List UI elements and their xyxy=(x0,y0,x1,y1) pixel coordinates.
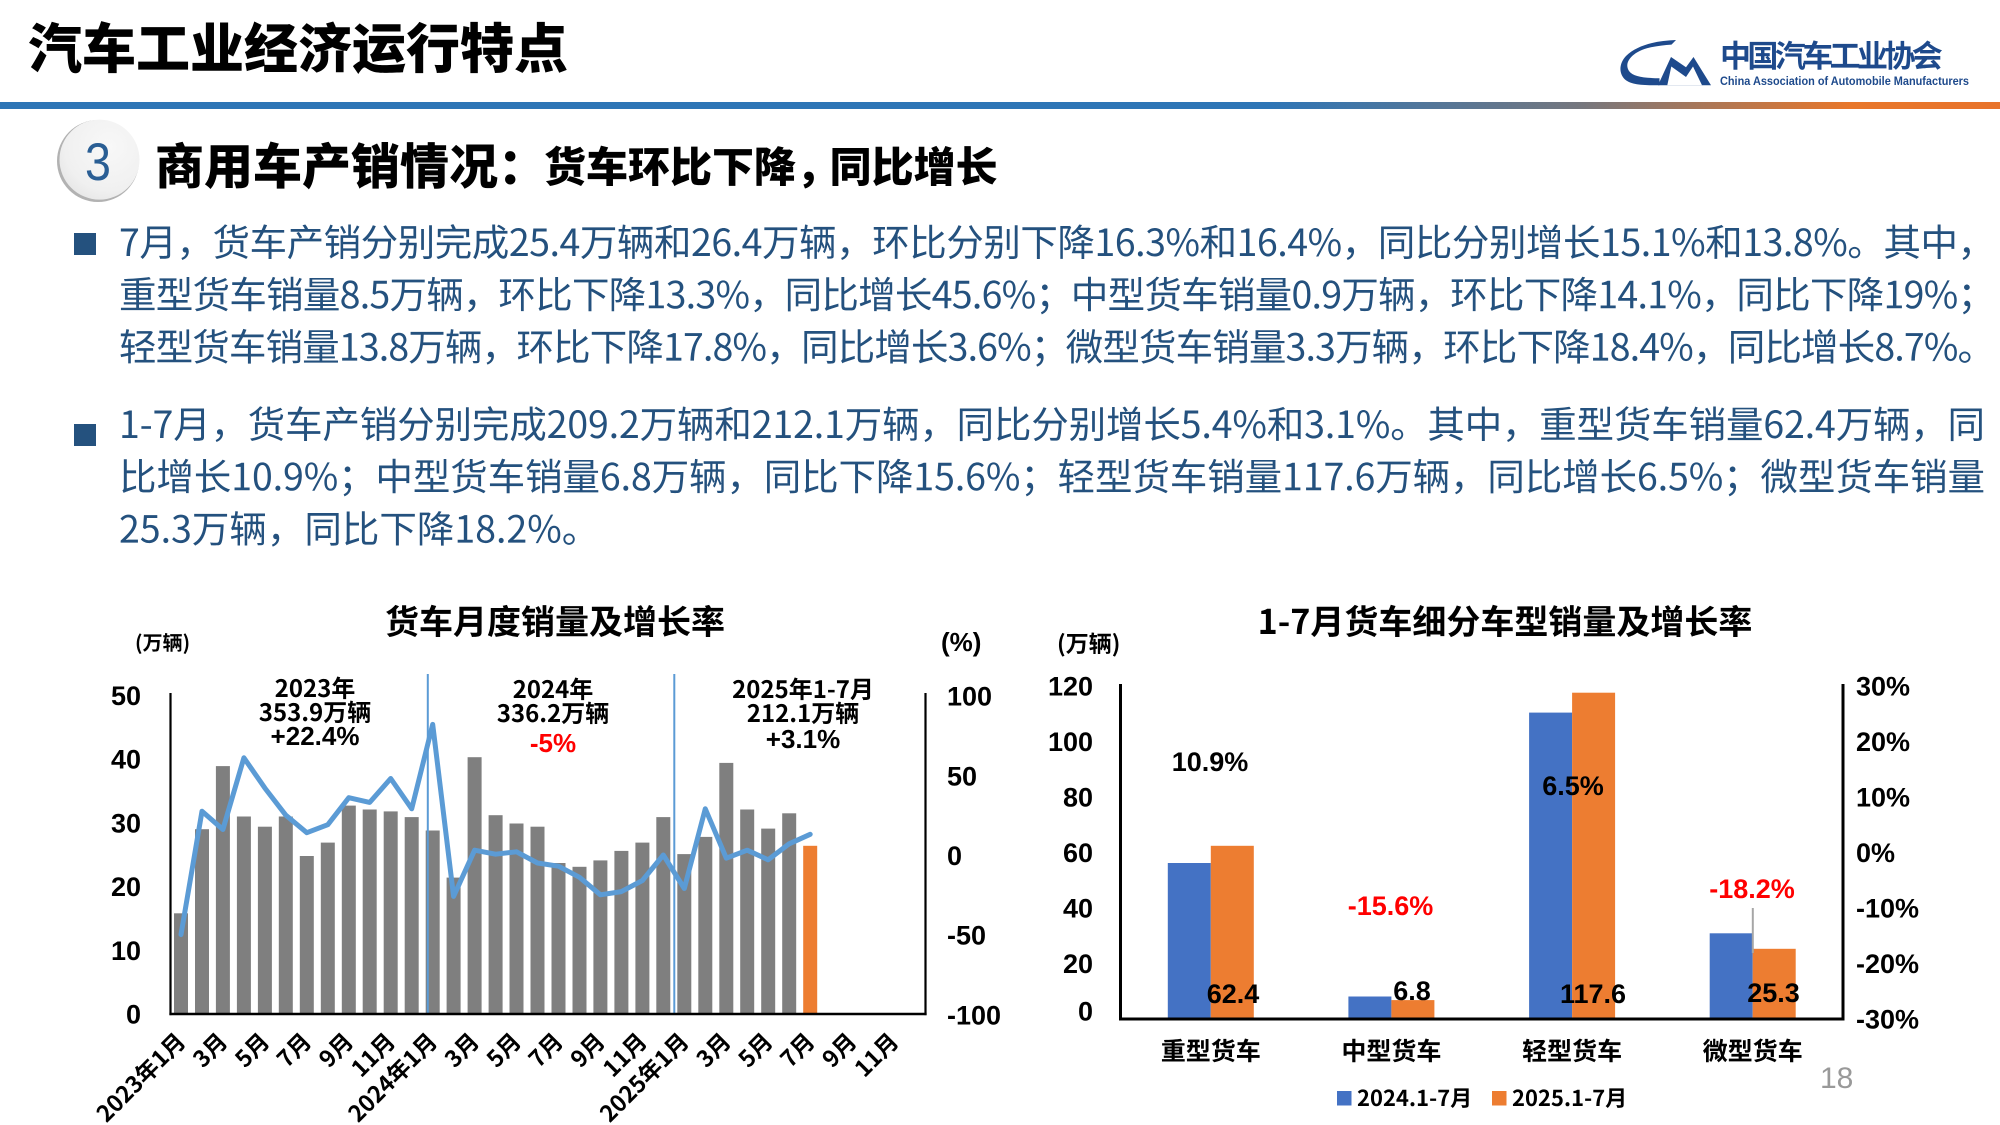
svg-text:-5%: -5% xyxy=(530,728,576,758)
svg-text:0: 0 xyxy=(947,841,962,871)
svg-text:6.5%: 6.5% xyxy=(1542,771,1604,801)
svg-text:100: 100 xyxy=(947,682,992,712)
svg-text:10: 10 xyxy=(111,936,141,966)
svg-text:62.4: 62.4 xyxy=(1207,979,1260,1009)
svg-text:20%: 20% xyxy=(1856,727,1910,757)
svg-text:30: 30 xyxy=(111,808,141,838)
svg-text:50: 50 xyxy=(947,761,977,791)
svg-text:117.6: 117.6 xyxy=(1560,979,1626,1009)
svg-text:0: 0 xyxy=(1078,997,1093,1027)
svg-text:3: 3 xyxy=(85,132,111,191)
svg-text:-30%: -30% xyxy=(1856,1005,1919,1035)
svg-text:20: 20 xyxy=(1063,949,1093,979)
svg-text:30%: 30% xyxy=(1856,672,1910,702)
svg-text:6.8: 6.8 xyxy=(1393,976,1431,1006)
svg-text:50: 50 xyxy=(111,681,141,711)
svg-text:25.3: 25.3 xyxy=(1747,978,1800,1008)
svg-text:-15.6%: -15.6% xyxy=(1348,891,1434,921)
svg-text:100: 100 xyxy=(1048,727,1093,757)
svg-text:40: 40 xyxy=(111,745,141,775)
svg-text:-20%: -20% xyxy=(1856,949,1919,979)
svg-text:18: 18 xyxy=(1820,1062,1853,1095)
svg-text:20: 20 xyxy=(111,872,141,902)
svg-text:(%): (%) xyxy=(941,627,981,657)
svg-text:120: 120 xyxy=(1048,672,1093,702)
svg-text:0%: 0% xyxy=(1856,838,1895,868)
svg-text:60: 60 xyxy=(1063,838,1093,868)
svg-text:-100: -100 xyxy=(947,1000,1001,1030)
svg-text:40: 40 xyxy=(1063,894,1093,924)
svg-text:-50: -50 xyxy=(947,921,986,951)
svg-text:-18.2%: -18.2% xyxy=(1709,874,1795,904)
svg-text:10%: 10% xyxy=(1856,783,1910,813)
svg-text:80: 80 xyxy=(1063,783,1093,813)
svg-text:+22.4%: +22.4% xyxy=(271,721,360,751)
svg-text:10.9%: 10.9% xyxy=(1172,747,1249,777)
svg-text:0: 0 xyxy=(126,1000,141,1030)
svg-text:-10%: -10% xyxy=(1856,894,1919,924)
svg-text:China Association of Automobil: China Association of Automobile Manufact… xyxy=(1720,74,1969,88)
svg-text:+3.1%: +3.1% xyxy=(766,724,840,754)
